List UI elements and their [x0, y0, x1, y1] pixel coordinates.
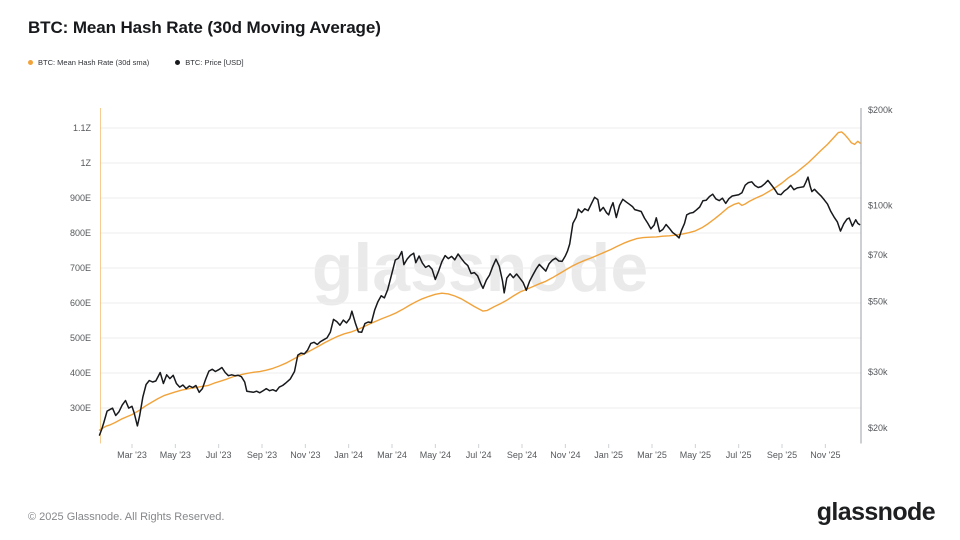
svg-text:700E: 700E — [70, 263, 91, 273]
hash-rate-series-dot-icon — [28, 60, 33, 65]
svg-text:Mar '24: Mar '24 — [377, 450, 407, 460]
svg-text:1Z: 1Z — [80, 158, 91, 168]
svg-text:Jul '23: Jul '23 — [206, 450, 232, 460]
svg-text:Jan '24: Jan '24 — [334, 450, 363, 460]
hash-rate-line[interactable] — [98, 131, 861, 431]
left-axis-labels: 1.1Z 1Z 900E 800E 700E 600E 500E 400E 300E — [70, 123, 92, 413]
svg-text:Mar '23: Mar '23 — [117, 450, 147, 460]
svg-text:May '23: May '23 — [160, 450, 191, 460]
price-series-dot-icon — [175, 60, 181, 65]
svg-text:Sep '23: Sep '23 — [247, 450, 277, 460]
svg-text:Nov '25: Nov '25 — [810, 450, 840, 460]
svg-text:Sep '25: Sep '25 — [767, 450, 797, 460]
svg-text:$50k: $50k — [868, 296, 888, 306]
svg-text:Nov '24: Nov '24 — [550, 450, 580, 460]
glassnode-logo[interactable]: glassnode — [816, 498, 936, 526]
chart-legend: BTC: Mean Hash Rate (30d sma) BTC: Price… — [28, 58, 244, 67]
svg-text:500E: 500E — [70, 333, 91, 343]
page-title: BTC: Mean Hash Rate (30d Moving Average) — [28, 18, 381, 37]
svg-text:900E: 900E — [70, 193, 91, 203]
svg-text:Jul '25: Jul '25 — [726, 450, 752, 460]
svg-text:May '24: May '24 — [420, 450, 451, 460]
svg-text:$70k: $70k — [868, 250, 888, 260]
svg-text:$20k: $20k — [868, 423, 888, 433]
svg-text:Jan '25: Jan '25 — [594, 450, 623, 460]
svg-text:800E: 800E — [70, 228, 91, 238]
legend-item-price[interactable]: BTC: Price [USD] — [175, 58, 244, 67]
legend-label-hash-rate: BTC: Mean Hash Rate (30d sma) — [38, 58, 150, 67]
svg-text:Jul '24: Jul '24 — [466, 450, 492, 460]
svg-text:May '25: May '25 — [680, 450, 711, 460]
svg-text:Nov '23: Nov '23 — [290, 450, 320, 460]
right-axis-labels: $200k $100k $70k $50k $30k $20k — [868, 105, 893, 433]
price-line[interactable] — [98, 176, 861, 436]
svg-text:400E: 400E — [70, 368, 91, 378]
legend-label-price: BTC: Price [USD] — [185, 58, 244, 67]
svg-text:Sep '24: Sep '24 — [507, 450, 537, 460]
svg-text:600E: 600E — [70, 298, 91, 308]
x-axis-labels: Mar '23 May '23 Jul '23 Sep '23 Nov '23 Jan '… — [117, 444, 840, 460]
svg-text:Mar '25: Mar '25 — [637, 450, 667, 460]
svg-text:300E: 300E — [70, 403, 91, 413]
legend-item-hash-rate[interactable]: BTC: Mean Hash Rate (30d sma) — [28, 58, 149, 67]
svg-text:$200k: $200k — [868, 105, 893, 115]
copyright-text: © 2025 Glassnode. All Rights Reserved. — [28, 511, 225, 523]
svg-text:$100k: $100k — [868, 201, 893, 211]
grid-lines — [100, 127, 861, 409]
svg-text:1.1Z: 1.1Z — [73, 123, 92, 133]
svg-text:$30k: $30k — [868, 367, 888, 377]
